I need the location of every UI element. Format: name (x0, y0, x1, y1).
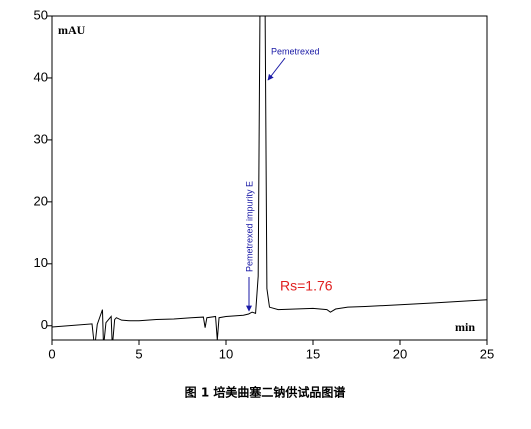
trace (52, 16, 487, 340)
plot-frame (51, 15, 488, 341)
x-tick-label: 15 (306, 346, 320, 361)
y-tick-label: 30 (34, 131, 48, 146)
caption: 图 1 培美曲塞二钠供试品图谱 (185, 385, 346, 400)
arrow (267, 57, 286, 81)
y-tick-label: 20 (34, 193, 48, 208)
y-axis-label: mAU (58, 23, 86, 37)
y-tick-label: 10 (34, 255, 48, 270)
resolution-annotation: Rs=1.76 (280, 278, 333, 294)
y-tick-label: 50 (34, 7, 48, 22)
peak-annotation: Pemetrexed (271, 46, 320, 56)
x-tick-label: 20 (393, 346, 407, 361)
x-tick-label: 25 (480, 346, 494, 361)
x-tick-label: 10 (219, 346, 233, 361)
y-tick-label: 0 (41, 317, 48, 332)
impurity-annotation: Pemetrexed impurity E (244, 181, 254, 272)
x-axis-label: min (455, 320, 475, 334)
x-tick-label: 0 (48, 346, 55, 361)
y-tick-label: 40 (34, 69, 48, 84)
x-tick-label: 5 (135, 346, 142, 361)
